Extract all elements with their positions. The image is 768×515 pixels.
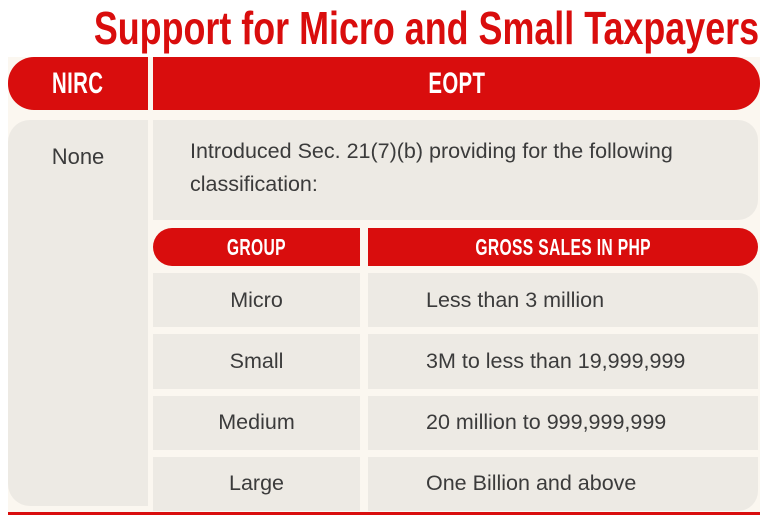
gross-sales-cell: 3M to less than 19,999,999	[368, 334, 758, 389]
inner-table-header-group: GROUP	[153, 228, 360, 266]
group-cell: Small	[153, 334, 360, 389]
group-cell: Large	[153, 456, 360, 511]
gross-sales-cell: One Billion and above	[368, 456, 758, 511]
nirc-cell-text: None	[51, 144, 105, 169]
table-row: Large One Billion and above	[153, 456, 758, 511]
page-title-text: Support for Micro and Small Taxpayers	[93, 2, 760, 54]
gross-sales-cell: Less than 3 million	[368, 273, 758, 328]
bottom-red-strip	[8, 512, 760, 515]
group-cell: Medium	[153, 395, 360, 450]
eopt-intro-cell: Introduced Sec. 21(7)(b) providing for t…	[153, 120, 758, 220]
gross-sales-cell: 20 million to 999,999,999	[368, 395, 758, 450]
nirc-cell: None	[8, 120, 148, 506]
eopt-intro-text: Introduced Sec. 21(7)(b) providing for t…	[190, 139, 673, 196]
inner-table-header-group-label: GROUP	[226, 233, 287, 260]
inner-table-header-gross-sales: GROSS SALES IN PHP	[368, 228, 758, 266]
column-header-nirc-label: NIRC	[52, 66, 104, 100]
column-header-eopt: EOPT	[153, 57, 760, 110]
table-row: Small 3M to less than 19,999,999	[153, 334, 758, 389]
column-header-nirc: NIRC	[8, 57, 148, 110]
group-cell: Micro	[153, 273, 360, 328]
table-row: Micro Less than 3 million	[153, 273, 758, 328]
inner-table-header-gross-sales-label: GROSS SALES IN PHP	[475, 233, 651, 260]
table-row: Medium 20 million to 999,999,999	[153, 395, 758, 450]
page-title: Support for Micro and Small Taxpayers	[0, 0, 768, 57]
column-header-eopt-label: EOPT	[428, 66, 485, 100]
inner-table-body: Micro Less than 3 million Small 3M to le…	[153, 273, 758, 511]
